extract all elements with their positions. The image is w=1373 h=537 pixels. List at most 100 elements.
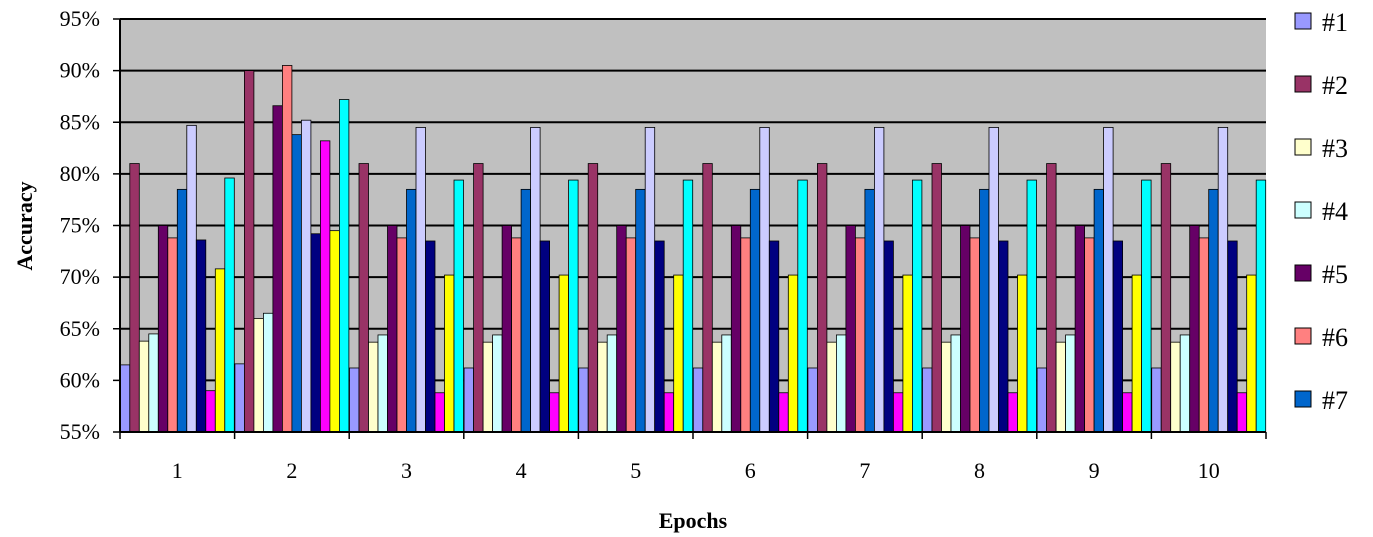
- legend-swatch: [1294, 12, 1312, 30]
- bar: [167, 237, 178, 433]
- bar: [817, 163, 828, 433]
- bar: [558, 274, 569, 433]
- legend-swatch: [1294, 75, 1312, 93]
- bar: [329, 230, 340, 433]
- legend: #1 #2 #3 #4 #5 #6 #7: [1294, 8, 1348, 415]
- bar: [692, 367, 704, 433]
- bar: [425, 240, 436, 433]
- x-tick-label: 10: [1198, 458, 1220, 483]
- bar: [300, 119, 312, 433]
- bar: [1093, 188, 1104, 433]
- bar: [406, 188, 417, 433]
- bar: [1141, 179, 1152, 433]
- bar: [1189, 225, 1200, 433]
- bar: [463, 367, 475, 433]
- bar: [473, 163, 484, 433]
- bar: [281, 65, 293, 433]
- y-axis-title: Accuracy: [12, 181, 37, 270]
- x-tick-label: 5: [630, 458, 641, 483]
- bar: [749, 188, 761, 433]
- bar: [702, 163, 713, 433]
- bar: [310, 233, 321, 433]
- x-tick-labels: 1 2 3 4 5 6 7 8 9 10: [172, 458, 1220, 483]
- bar: [730, 225, 742, 433]
- bar: [787, 274, 799, 433]
- y-tick-label: 80%: [60, 161, 100, 186]
- bar: [922, 367, 933, 433]
- bar: [988, 127, 999, 433]
- bar: [262, 312, 274, 433]
- y-tick-label: 85%: [60, 109, 100, 134]
- bar: [1198, 237, 1210, 433]
- bar: [520, 188, 531, 433]
- bar: [253, 318, 264, 433]
- bar: [1036, 367, 1047, 433]
- bar: [176, 188, 188, 433]
- bar: [768, 240, 780, 433]
- x-tick-label: 4: [516, 458, 527, 483]
- bar: [568, 179, 579, 433]
- bar: [1084, 237, 1095, 433]
- y-tick-label: 55%: [60, 419, 100, 444]
- bar: [797, 179, 808, 433]
- bar: [549, 392, 560, 433]
- bar: [778, 392, 789, 433]
- bar: [606, 334, 618, 433]
- bar: [1217, 127, 1229, 433]
- x-tick-label: 9: [1089, 458, 1100, 483]
- bar: [625, 237, 637, 433]
- bar: [1103, 127, 1114, 433]
- bar: [998, 240, 1009, 433]
- bar: [1160, 163, 1172, 433]
- bar: [1026, 179, 1037, 433]
- bar: [444, 274, 455, 433]
- bar: [654, 240, 665, 433]
- x-tick-label: 8: [974, 458, 985, 483]
- x-tick-label: 7: [859, 458, 870, 483]
- bar: [224, 177, 235, 433]
- legend-label: #4: [1322, 197, 1348, 226]
- bar: [387, 225, 398, 433]
- bar: [979, 188, 990, 433]
- bar: [1170, 341, 1181, 433]
- bar: [807, 367, 818, 433]
- legend-label: #7: [1322, 386, 1348, 415]
- bar: [893, 392, 904, 433]
- bar: [415, 127, 426, 433]
- legend-swatch: [1294, 201, 1312, 219]
- bar: [874, 127, 885, 433]
- bar: [864, 188, 875, 433]
- legend-swatch: [1294, 390, 1312, 408]
- legend-label: #2: [1322, 71, 1348, 100]
- x-tick-label: 1: [172, 458, 183, 483]
- y-tick-label: 95%: [60, 6, 100, 31]
- bar: [501, 225, 513, 433]
- bar: [492, 334, 503, 433]
- y-tick-label: 70%: [60, 264, 100, 289]
- bar: [912, 179, 923, 433]
- bar: [1179, 334, 1191, 433]
- bar: [845, 225, 856, 433]
- bar: [673, 274, 684, 433]
- bar: [119, 364, 131, 433]
- bar: [941, 341, 952, 433]
- bar: [358, 163, 369, 433]
- bar: [616, 225, 627, 433]
- bar: [855, 237, 866, 433]
- bar: [597, 341, 608, 433]
- y-tick-label: 60%: [60, 367, 100, 392]
- bar: [950, 334, 961, 433]
- bar: [148, 333, 159, 433]
- legend-label: #6: [1322, 323, 1348, 352]
- bar: [434, 392, 445, 433]
- bar: [931, 163, 942, 433]
- bar: [1055, 341, 1066, 433]
- bar: [1122, 392, 1133, 433]
- bar: [1017, 274, 1028, 433]
- bar: [663, 392, 675, 433]
- bar: [1246, 274, 1257, 433]
- bar: [1255, 179, 1267, 433]
- bar: [234, 363, 245, 433]
- bar: [836, 334, 847, 433]
